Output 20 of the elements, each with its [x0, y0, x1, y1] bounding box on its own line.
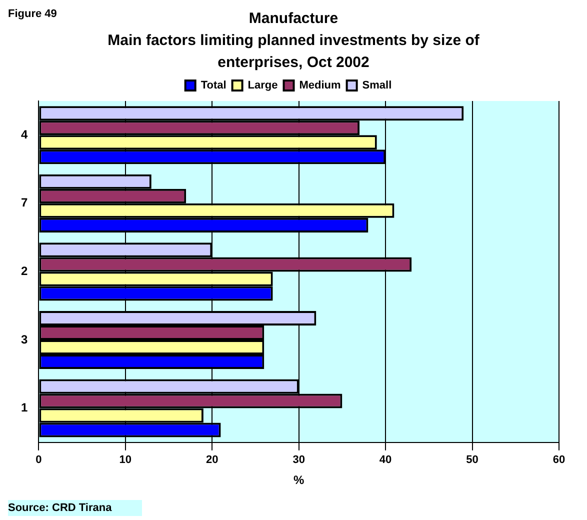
x-tick-label: 60 [552, 454, 566, 466]
x-tick-label: 30 [292, 454, 305, 466]
legend-label: Total [200, 80, 226, 92]
y-tick-label: 2 [20, 264, 28, 278]
x-tick-label: 10 [119, 454, 132, 466]
y-tick-label: 7 [20, 196, 28, 210]
source-note: Source: CRD Tirana [8, 500, 142, 516]
legend-label: Medium [299, 80, 342, 92]
legend-label: Large [248, 80, 278, 92]
y-tick-label: 4 [20, 127, 28, 142]
y-tick-label: 1 [20, 400, 28, 415]
y-tick-label: 3 [20, 332, 28, 346]
chart-title: Manufacture Main factors limiting planned investments by size of enterprises, Oct 2002 [108, 10, 480, 71]
x-axis-title: % [294, 473, 304, 488]
x-tick-label: 50 [466, 454, 478, 466]
x-tick-label: 20 [206, 454, 218, 466]
legend-label: Small [362, 80, 392, 92]
caption: Figure 49 [8, 8, 57, 20]
x-tick-label: 0 [36, 454, 42, 466]
x-tick-label: 40 [379, 454, 392, 466]
